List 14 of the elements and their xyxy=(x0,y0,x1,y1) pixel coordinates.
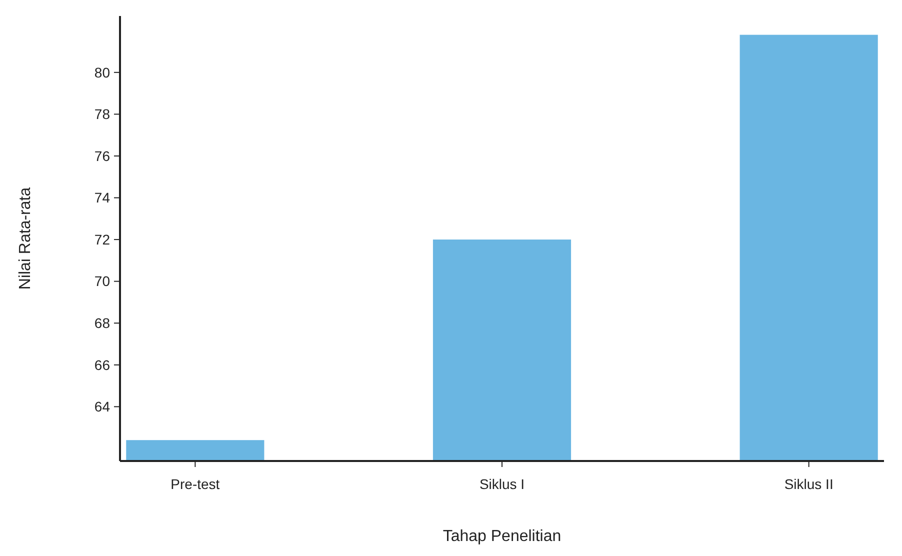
y-tick-label: 68 xyxy=(94,315,110,332)
y-tick-label: 76 xyxy=(94,148,110,164)
x-tick-label: Pre-test xyxy=(170,476,220,492)
y-tick-label: 70 xyxy=(94,273,110,290)
y-tick-label: 74 xyxy=(94,190,110,206)
x-tick-label: Siklus I xyxy=(479,476,525,492)
y-tick-label: 80 xyxy=(94,64,110,80)
x-tick-label: Siklus II xyxy=(784,476,834,492)
y-tick-label: 66 xyxy=(94,356,110,373)
x-axis-title: Tahap Penelitian xyxy=(442,528,562,545)
y-axis-title: Nilai Rata-rata xyxy=(17,187,34,290)
y-tick-label: 72 xyxy=(94,231,110,248)
y-tick-label: 64 xyxy=(94,398,110,415)
y-tick-label: 78 xyxy=(94,106,110,122)
